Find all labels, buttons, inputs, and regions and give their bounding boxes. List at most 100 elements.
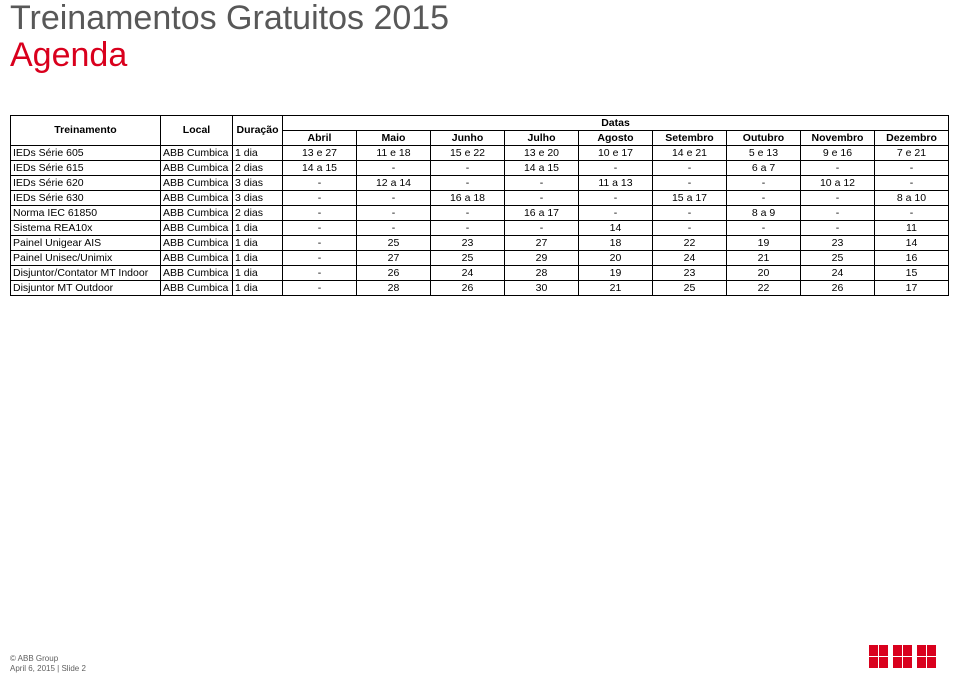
cell-date: - xyxy=(727,190,801,205)
cell-date: 23 xyxy=(431,235,505,250)
cell-date: 16 a 17 xyxy=(505,205,579,220)
cell-date: - xyxy=(801,190,875,205)
table-row: IEDs Série 620ABB Cumbica3 dias-12 a 14-… xyxy=(11,175,949,190)
cell-duracao: 2 dias xyxy=(233,160,283,175)
cell-duracao: 3 dias xyxy=(233,190,283,205)
table-row: Norma IEC 61850ABB Cumbica2 dias---16 a … xyxy=(11,205,949,220)
cell-date: 6 a 7 xyxy=(727,160,801,175)
cell-duracao: 1 dia xyxy=(233,220,283,235)
cell-local: ABB Cumbica xyxy=(161,250,233,265)
table-row: Disjuntor MT OutdoorABB Cumbica1 dia-282… xyxy=(11,280,949,295)
cell-date: 14 e 21 xyxy=(653,145,727,160)
cell-date: 26 xyxy=(357,265,431,280)
cell-date: 26 xyxy=(431,280,505,295)
cell-local: ABB Cumbica xyxy=(161,190,233,205)
col-header-month: Setembro xyxy=(653,130,727,145)
cell-date: - xyxy=(283,190,357,205)
cell-date: 28 xyxy=(505,265,579,280)
cell-date: 10 a 12 xyxy=(801,175,875,190)
cell-date: 5 e 13 xyxy=(727,145,801,160)
table-row: Sistema REA10xABB Cumbica1 dia----14---1… xyxy=(11,220,949,235)
col-header-month: Junho xyxy=(431,130,505,145)
cell-date: - xyxy=(283,205,357,220)
cell-date: 28 xyxy=(357,280,431,295)
cell-date: 14 a 15 xyxy=(505,160,579,175)
cell-local: ABB Cumbica xyxy=(161,145,233,160)
cell-date: 11 a 13 xyxy=(579,175,653,190)
cell-date: 17 xyxy=(875,280,949,295)
cell-treinamento: Disjuntor MT Outdoor xyxy=(11,280,161,295)
cell-date: - xyxy=(283,175,357,190)
cell-local: ABB Cumbica xyxy=(161,160,233,175)
table-row: IEDs Série 605ABB Cumbica1 dia13 e 2711 … xyxy=(11,145,949,160)
cell-duracao: 1 dia xyxy=(233,250,283,265)
cell-date: - xyxy=(283,235,357,250)
cell-date: 24 xyxy=(431,265,505,280)
cell-date: - xyxy=(653,175,727,190)
cell-date: 30 xyxy=(505,280,579,295)
cell-date: - xyxy=(801,160,875,175)
cell-duracao: 1 dia xyxy=(233,145,283,160)
cell-date: - xyxy=(801,220,875,235)
page-title: Treinamentos Gratuitos 2015 xyxy=(0,0,959,37)
table-row: Painel Unigear AISABB Cumbica1 dia-25232… xyxy=(11,235,949,250)
cell-date: - xyxy=(875,205,949,220)
cell-local: ABB Cumbica xyxy=(161,205,233,220)
cell-date: - xyxy=(357,190,431,205)
agenda-table: Treinamento Local Duração Datas Abril Ma… xyxy=(10,115,949,296)
footer-line2: April 6, 2015 | Slide 2 xyxy=(10,664,86,674)
cell-date: - xyxy=(727,175,801,190)
cell-date: 23 xyxy=(801,235,875,250)
cell-treinamento: IEDs Série 620 xyxy=(11,175,161,190)
cell-date: 21 xyxy=(727,250,801,265)
cell-date: - xyxy=(579,190,653,205)
cell-date: - xyxy=(283,220,357,235)
cell-date: - xyxy=(653,220,727,235)
cell-duracao: 2 dias xyxy=(233,205,283,220)
col-header-month: Dezembro xyxy=(875,130,949,145)
cell-date: - xyxy=(579,160,653,175)
cell-date: - xyxy=(431,205,505,220)
cell-date: 26 xyxy=(801,280,875,295)
cell-date: - xyxy=(875,160,949,175)
cell-date: - xyxy=(579,205,653,220)
cell-local: ABB Cumbica xyxy=(161,235,233,250)
cell-date: 15 e 22 xyxy=(431,145,505,160)
cell-duracao: 1 dia xyxy=(233,235,283,250)
cell-date: 25 xyxy=(357,235,431,250)
cell-treinamento: Painel Unigear AIS xyxy=(11,235,161,250)
cell-date: - xyxy=(283,265,357,280)
cell-date: - xyxy=(727,220,801,235)
cell-local: ABB Cumbica xyxy=(161,175,233,190)
cell-date: 23 xyxy=(653,265,727,280)
footer: © ABB Group April 6, 2015 | Slide 2 xyxy=(10,654,86,674)
cell-treinamento: Painel Unisec/Unimix xyxy=(11,250,161,265)
col-header-month: Julho xyxy=(505,130,579,145)
col-header-month: Abril xyxy=(283,130,357,145)
cell-date: - xyxy=(357,205,431,220)
cell-date: - xyxy=(283,250,357,265)
cell-treinamento: IEDs Série 615 xyxy=(11,160,161,175)
cell-date: - xyxy=(283,280,357,295)
cell-date: 11 e 18 xyxy=(357,145,431,160)
cell-treinamento: Disjuntor/Contator MT Indoor xyxy=(11,265,161,280)
cell-date: - xyxy=(875,175,949,190)
cell-date: 18 xyxy=(579,235,653,250)
cell-date: 29 xyxy=(505,250,579,265)
cell-date: 27 xyxy=(505,235,579,250)
cell-local: ABB Cumbica xyxy=(161,220,233,235)
cell-date: 14 xyxy=(875,235,949,250)
cell-date: 14 xyxy=(579,220,653,235)
cell-date: 10 e 17 xyxy=(579,145,653,160)
footer-line1: © ABB Group xyxy=(10,654,86,664)
cell-date: 16 a 18 xyxy=(431,190,505,205)
cell-date: 15 a 17 xyxy=(653,190,727,205)
cell-date: - xyxy=(653,160,727,175)
cell-date: - xyxy=(801,205,875,220)
cell-local: ABB Cumbica xyxy=(161,280,233,295)
page-subtitle: Agenda xyxy=(0,37,959,74)
cell-date: 24 xyxy=(801,265,875,280)
cell-date: 19 xyxy=(727,235,801,250)
cell-date: - xyxy=(505,190,579,205)
table-row: Painel Unisec/UnimixABB Cumbica1 dia-272… xyxy=(11,250,949,265)
